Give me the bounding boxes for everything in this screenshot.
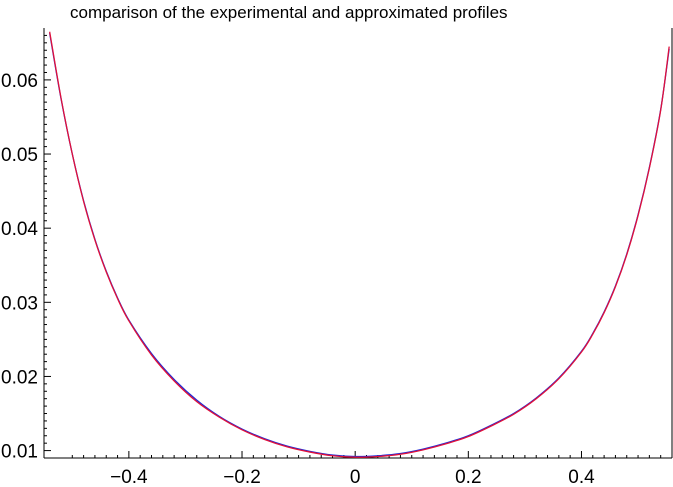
- series-layer: [49, 31, 670, 458]
- chart-title: comparison of the experimental and appro…: [70, 3, 508, 22]
- x-tick-label: 0: [350, 467, 361, 487]
- series-line-2: [49, 31, 670, 458]
- x-tick-label: 0.2: [455, 467, 481, 487]
- x-tick-label: −0.4: [110, 467, 148, 487]
- y-tick-label: 0.05: [1, 145, 38, 166]
- x-tick-label: 0.4: [568, 467, 595, 487]
- y-tick-label: 0.03: [1, 293, 38, 314]
- x-tick-label: −0.2: [223, 467, 261, 487]
- series-line-1: [49, 33, 670, 458]
- y-tick-label: 0.04: [1, 219, 38, 240]
- y-tick-label: 0.06: [1, 71, 38, 92]
- axes: −0.4 −0.2 0 0.2 0.4 0.01 0.02 0.03 0.04 0.05 0.06: [1, 28, 673, 487]
- y-tick-label: 0.01: [1, 442, 38, 463]
- y-tick-label: 0.02: [1, 367, 38, 388]
